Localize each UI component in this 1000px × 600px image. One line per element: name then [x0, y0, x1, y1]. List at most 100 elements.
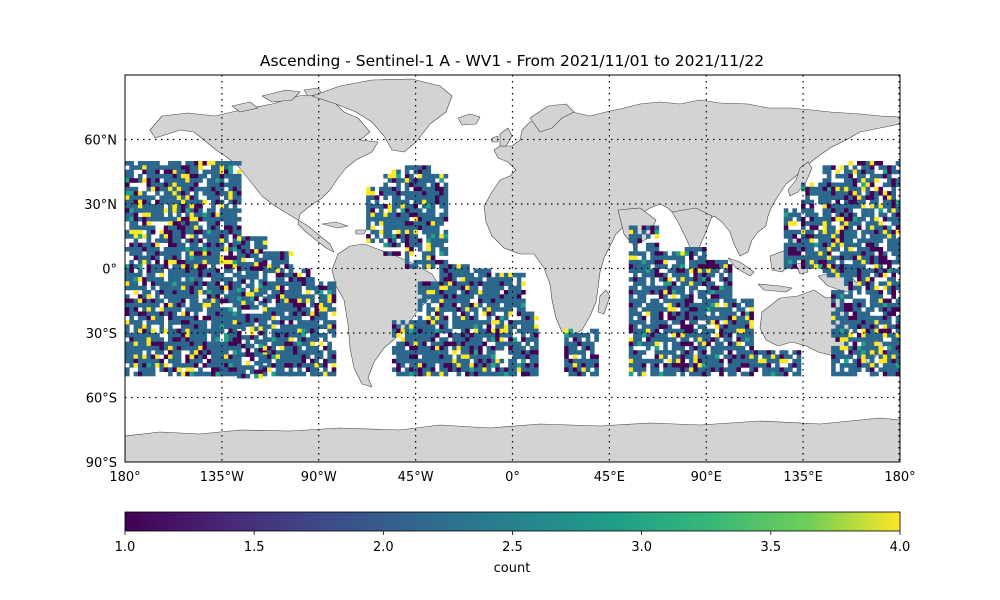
data-cell — [417, 350, 423, 355]
data-cell — [224, 208, 229, 213]
data-cell — [856, 350, 862, 355]
data-cell — [800, 264, 806, 269]
data-cell — [650, 255, 655, 261]
longitude-tick-label: 90°W — [301, 470, 337, 485]
data-cell — [168, 251, 173, 256]
data-cell — [512, 371, 518, 377]
data-cell — [831, 229, 836, 235]
data-cell — [676, 264, 681, 269]
data-cell — [693, 371, 698, 377]
data-cell — [633, 354, 638, 360]
data-cell — [215, 212, 221, 218]
data-cell — [852, 371, 858, 377]
data-cell — [155, 173, 160, 179]
data-cell — [374, 199, 380, 205]
data-cell — [469, 367, 475, 372]
data-cell — [193, 307, 199, 312]
data-cell — [211, 178, 216, 183]
data-cell — [689, 345, 694, 351]
data-cell — [637, 337, 642, 342]
data-cell — [658, 264, 664, 269]
data-cell — [125, 328, 130, 334]
data-cell — [826, 204, 832, 209]
data-cell — [211, 247, 216, 252]
data-cell — [422, 251, 427, 256]
data-cell — [142, 234, 147, 239]
data-cell — [163, 195, 169, 200]
data-cell — [310, 371, 315, 377]
data-cell — [125, 182, 130, 188]
data-cell — [865, 324, 871, 329]
data-cell — [594, 367, 599, 372]
data-cell — [865, 191, 871, 196]
data-cell — [310, 302, 315, 308]
data-cell — [422, 221, 427, 226]
data-cell — [198, 238, 203, 243]
data-cell — [396, 173, 401, 179]
data-cell — [146, 186, 152, 192]
data-cell — [430, 345, 436, 351]
data-cell — [869, 328, 875, 334]
data-cell — [714, 320, 720, 325]
data-cell — [228, 195, 233, 200]
data-cell — [327, 281, 332, 286]
data-cell — [400, 341, 406, 347]
data-cell — [783, 255, 789, 261]
data-cell — [180, 195, 186, 200]
data-cell — [650, 333, 655, 338]
data-cell — [503, 298, 509, 304]
data-cell — [839, 328, 845, 334]
data-cell — [262, 320, 268, 325]
data-cell — [193, 186, 199, 192]
data-cell — [667, 367, 673, 372]
data-cell — [202, 191, 208, 196]
data-cell — [142, 354, 147, 360]
data-cell — [719, 272, 724, 278]
data-cell — [206, 225, 212, 231]
data-cell — [460, 268, 466, 274]
data-cell — [396, 251, 401, 256]
data-cell — [895, 350, 900, 355]
data-cell — [435, 328, 440, 334]
data-cell — [176, 281, 182, 286]
data-cell — [280, 337, 285, 342]
data-cell — [176, 307, 182, 312]
data-cell — [852, 358, 858, 364]
data-cell — [697, 294, 703, 299]
data-cell — [680, 268, 686, 274]
data-cell — [155, 255, 160, 261]
data-cell — [211, 182, 216, 188]
data-cell — [245, 300, 251, 306]
data-cell — [185, 173, 190, 179]
data-cell — [224, 363, 229, 368]
data-cell — [206, 221, 212, 226]
data-cell — [211, 358, 216, 364]
data-cell — [241, 335, 246, 340]
data-cell — [508, 320, 513, 325]
data-cell — [146, 350, 152, 355]
data-cell — [125, 195, 130, 200]
data-cell — [387, 221, 393, 226]
data-cell — [594, 371, 599, 377]
data-cell — [667, 350, 673, 355]
data-cell — [633, 302, 638, 308]
data-cell — [861, 195, 866, 200]
data-cell — [516, 290, 522, 295]
data-cell — [125, 169, 130, 175]
data-cell — [241, 322, 246, 327]
data-cell — [211, 199, 216, 205]
data-cell — [185, 238, 190, 243]
data-cell — [654, 302, 660, 308]
data-cell — [693, 367, 698, 372]
data-cell — [852, 216, 858, 222]
data-cell — [198, 264, 203, 269]
data-cell — [637, 298, 642, 304]
data-cell — [572, 358, 578, 364]
data-cell — [219, 191, 225, 196]
data-cell — [706, 363, 711, 368]
data-cell — [753, 350, 759, 355]
data-cell — [404, 216, 410, 222]
data-cell — [706, 290, 711, 295]
data-cell — [137, 165, 143, 170]
data-cell — [275, 268, 281, 274]
